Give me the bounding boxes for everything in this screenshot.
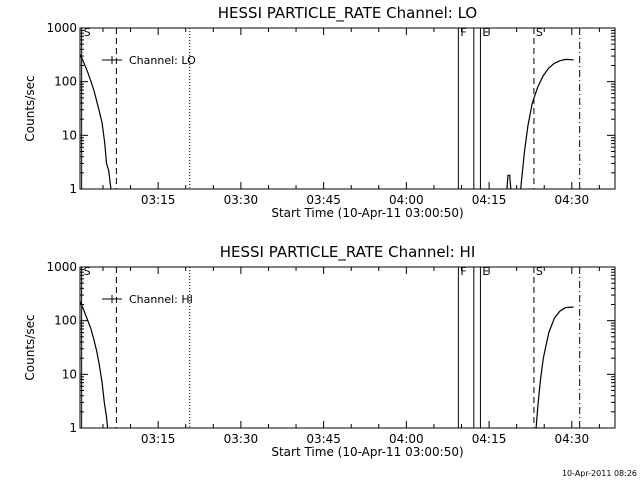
chart-title: HESSI PARTICLE_RATE Channel: LO: [218, 4, 477, 23]
y-axis-label: Counts/sec: [23, 75, 37, 141]
plot-frame: [79, 266, 616, 429]
footer-timestamp: 10-Apr-2011 08:26: [562, 469, 637, 478]
chart-title: HESSI PARTICLE_RATE Channel: HI: [220, 243, 476, 262]
y-tick-label: 10: [62, 367, 77, 381]
x-axis-label: Start Time (10-Apr-11 03:00:50): [271, 206, 463, 220]
y-tick-label: 100: [54, 314, 77, 328]
x-tick-label: 04:30: [555, 193, 590, 207]
event-marker-label: S: [84, 265, 91, 278]
x-tick-label: 03:45: [306, 432, 341, 446]
y-tick-label: 1000: [46, 260, 77, 274]
series-line-segment: [520, 58, 574, 190]
y-tick-label: 10: [62, 128, 77, 142]
series-line-segment: [79, 301, 109, 429]
x-tick-label: 04:15: [472, 193, 507, 207]
chart-panel-1: HESSI PARTICLE_RATE Channel: LO 03:15 03:3…: [23, 4, 616, 220]
event-marker-label: F: [460, 26, 466, 39]
event-marker-label: S: [536, 26, 543, 39]
series-line-segment: [535, 306, 574, 429]
x-tick-label: 04:00: [389, 193, 424, 207]
event-marker-label: E: [482, 26, 489, 39]
x-tick-label: 03:30: [224, 432, 259, 446]
x-tick-label: 04:15: [472, 432, 507, 446]
event-marker-label: F: [460, 265, 466, 278]
x-tick-label: 03:30: [224, 193, 259, 207]
x-axis-label: Start Time (10-Apr-11 03:00:50): [271, 445, 463, 459]
legend-label: Channel: LO: [129, 54, 196, 67]
x-tick-label: 04:00: [389, 432, 424, 446]
series-line-segment: [506, 174, 512, 190]
y-tick-label: 100: [54, 75, 77, 89]
x-tick-label: 03:15: [141, 193, 176, 207]
x-tick-label: 04:30: [555, 432, 590, 446]
y-tick-label: 1000: [46, 21, 77, 35]
y-axis-label: Counts/sec: [23, 314, 37, 380]
x-tick-label: 03:45: [306, 193, 341, 207]
y-tick-label: 1: [69, 182, 77, 196]
event-marker-label: E: [482, 265, 489, 278]
chart-panels: HESSI PARTICLE_RATE Channel: LO 03:15 03:3…: [23, 4, 616, 459]
x-tick-label: 03:15: [141, 432, 176, 446]
y-tick-label: 1: [69, 421, 77, 435]
event-marker-label: S: [536, 265, 543, 278]
plot-frame: [79, 27, 616, 190]
chart-panel-2: HESSI PARTICLE_RATE Channel: HI 03:15 03:3…: [23, 243, 616, 459]
series-line-segment: [79, 54, 112, 190]
event-marker-label: S: [84, 26, 91, 39]
legend-label: Channel: HI: [129, 293, 193, 306]
